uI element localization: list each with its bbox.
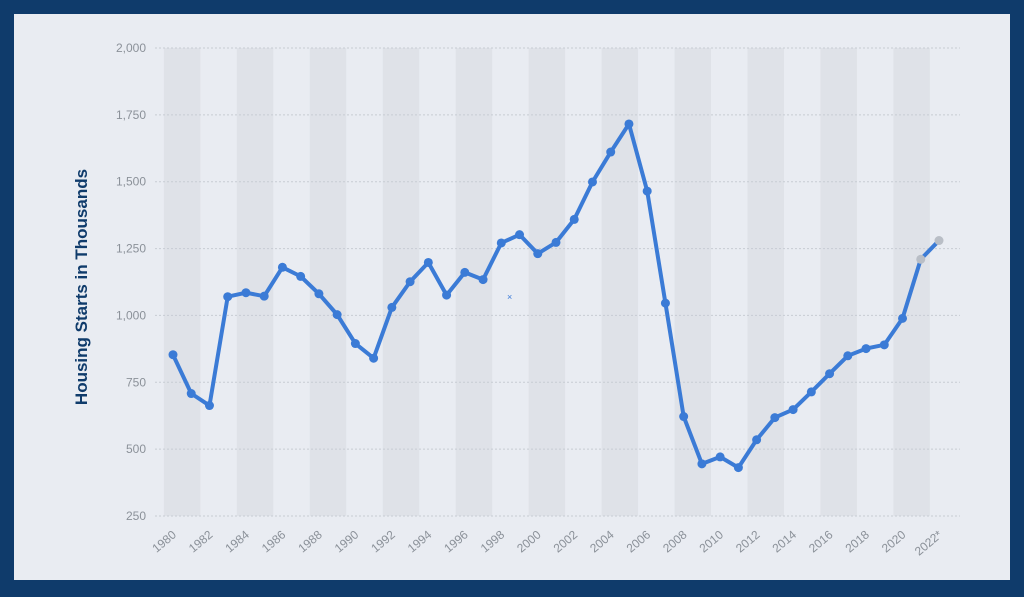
point-2016 xyxy=(825,369,835,379)
point-1997 xyxy=(478,275,488,285)
point-1991 xyxy=(369,353,379,363)
point-1995 xyxy=(442,290,452,300)
band-1988 xyxy=(309,48,347,516)
x-tick-1990: 1990 xyxy=(332,527,362,555)
x-tick-2006: 2006 xyxy=(624,527,654,555)
point-1996 xyxy=(460,267,470,277)
point-2006 xyxy=(642,186,652,196)
point-2018 xyxy=(861,344,871,354)
x-tick-1984: 1984 xyxy=(222,527,252,555)
point-2002 xyxy=(569,214,579,224)
y-tick-500: 500 xyxy=(126,442,146,456)
cursor-mark: × xyxy=(507,292,513,302)
x-tick-1980: 1980 xyxy=(149,527,179,555)
band-2008 xyxy=(674,48,712,516)
y-tick-750: 750 xyxy=(126,375,146,389)
x-tick-1986: 1986 xyxy=(259,527,289,555)
point-1992 xyxy=(387,302,397,312)
y-tick-250: 250 xyxy=(126,509,146,523)
y-tick-1500: 1,500 xyxy=(116,175,146,189)
band-2016 xyxy=(820,48,857,516)
x-tick-2010: 2010 xyxy=(697,527,727,555)
point-1984 xyxy=(241,288,251,298)
point-2013 xyxy=(770,413,780,423)
x-tick-2012: 2012 xyxy=(733,527,763,555)
point-1980 xyxy=(168,350,178,360)
point-2005 xyxy=(624,119,634,129)
point-2008 xyxy=(679,412,689,422)
point-2017 xyxy=(843,351,853,361)
x-tick-2020: 2020 xyxy=(879,527,909,555)
point-2011 xyxy=(733,463,743,473)
point-2010 xyxy=(715,452,725,462)
point-2022 xyxy=(934,236,944,246)
point-2015 xyxy=(806,387,816,397)
point-1987 xyxy=(296,271,306,281)
y-tick-2000: 2,000 xyxy=(116,41,146,55)
x-tick-1982: 1982 xyxy=(186,527,216,555)
x-tick-2000: 2000 xyxy=(514,527,544,555)
x-tick-2002: 2002 xyxy=(551,527,581,555)
x-tick-1994: 1994 xyxy=(405,527,435,555)
point-1988 xyxy=(314,289,324,299)
data-points xyxy=(168,119,944,473)
x-tick-2014: 2014 xyxy=(770,527,800,555)
point-2003 xyxy=(587,177,597,187)
point-2019 xyxy=(879,340,889,350)
point-1982 xyxy=(204,401,214,411)
x-tick-1988: 1988 xyxy=(295,527,325,555)
band-1984 xyxy=(236,48,274,516)
point-1985 xyxy=(259,291,269,301)
y-tick-1250: 1,250 xyxy=(116,242,146,256)
band-2004 xyxy=(601,48,639,516)
point-1994 xyxy=(423,257,433,267)
year-bands xyxy=(163,48,930,516)
band-2020 xyxy=(893,48,930,516)
point-2021 xyxy=(916,254,926,264)
point-2000 xyxy=(533,249,543,259)
point-2004 xyxy=(606,147,616,157)
y-tick-1000: 1,000 xyxy=(116,308,146,322)
point-1986 xyxy=(277,262,287,272)
x-tick-2018: 2018 xyxy=(843,527,873,555)
point-2001 xyxy=(551,237,561,247)
point-1990 xyxy=(350,339,360,349)
band-1980 xyxy=(163,48,201,516)
point-1999 xyxy=(515,230,525,240)
point-2012 xyxy=(752,435,762,445)
x-tick-2004: 2004 xyxy=(587,527,617,555)
point-1998 xyxy=(496,238,506,248)
y-tick-1750: 1,750 xyxy=(116,108,146,122)
point-1993 xyxy=(405,277,415,287)
x-tick-1996: 1996 xyxy=(441,527,471,555)
x-tick-1998: 1998 xyxy=(478,527,508,555)
point-1983 xyxy=(223,292,233,302)
x-tick-2008: 2008 xyxy=(660,527,690,555)
point-1981 xyxy=(186,389,196,399)
x-tick-2016: 2016 xyxy=(806,527,836,555)
point-2014 xyxy=(788,405,798,415)
x-tick-2022*: 2022* xyxy=(912,527,945,558)
x-tick-1992: 1992 xyxy=(368,527,398,555)
y-tick-labels: 250 500 750 1,000 1,250 1,500 1,750 2,000 xyxy=(116,41,146,523)
point-2009 xyxy=(697,459,707,469)
point-2007 xyxy=(660,298,670,308)
point-1989 xyxy=(332,310,342,320)
x-tick-labels: 1980 1982 1984 1986 1988 1990 1992 1994 1996 1998… xyxy=(149,527,945,558)
point-2020 xyxy=(898,313,908,323)
band-2000 xyxy=(528,48,566,516)
